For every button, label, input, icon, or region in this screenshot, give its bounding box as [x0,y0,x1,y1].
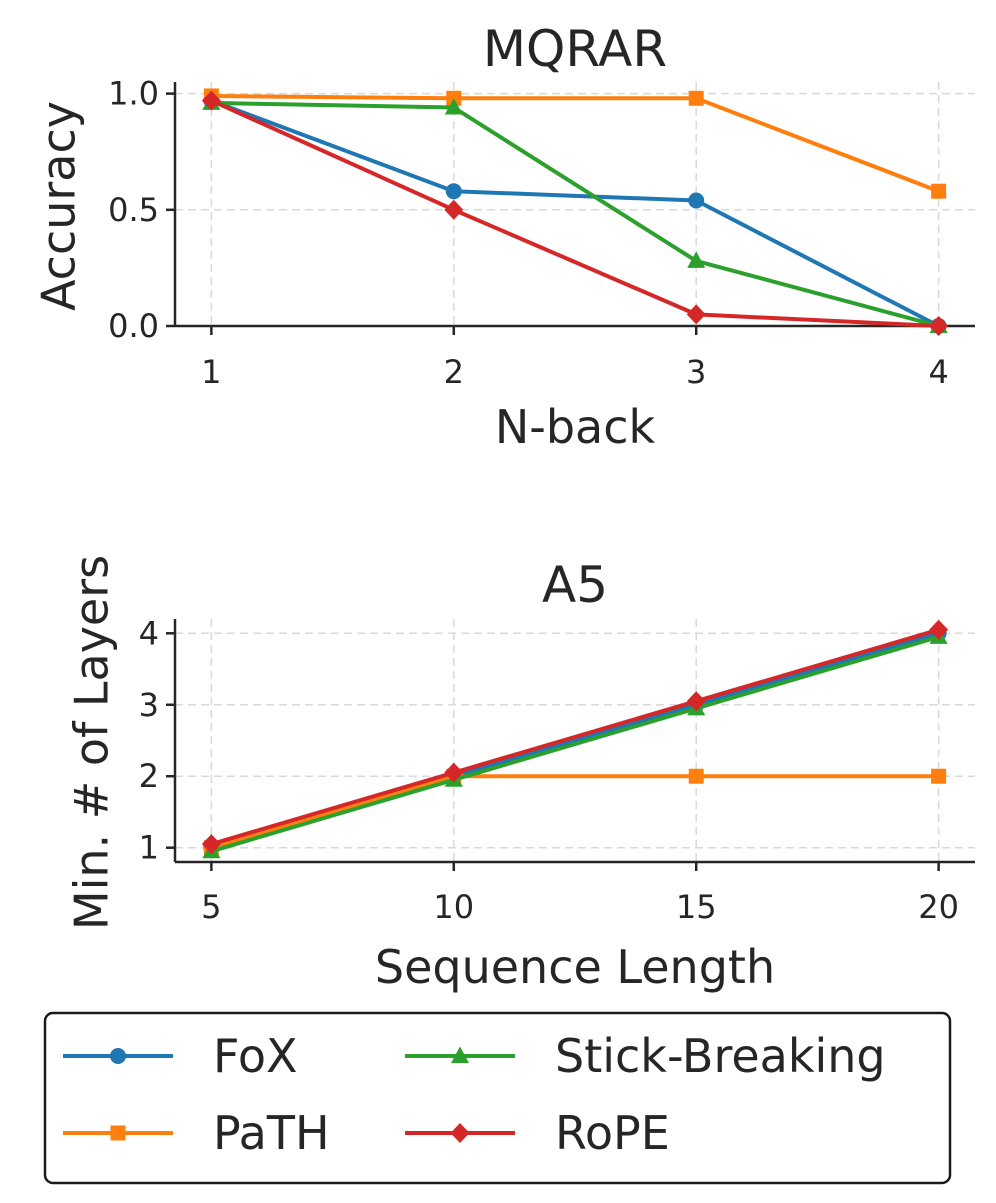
data-point [445,183,462,200]
data-point [444,98,463,115]
series-stick-breaking [202,93,948,333]
x-axis-label: Sequence Length [375,940,775,994]
x-tick-label: 15 [676,888,717,926]
y-tick-label: 0.0 [108,307,159,345]
x-tick-label: 4 [928,353,948,391]
series-line [211,93,940,194]
data-point [686,691,706,712]
y-tick-label: 3 [139,686,159,724]
x-tick-label: 2 [444,353,464,391]
series-line [210,98,939,328]
data-point [444,199,464,220]
legend-label: Stick-Breaking [555,1029,886,1083]
y-tick-label: 0.5 [108,191,159,229]
y-axis-label: Accuracy [32,101,86,311]
data-point [686,304,706,325]
legend-marker [451,1046,469,1063]
legend-label: PaTH [213,1106,330,1160]
chart-0 [166,82,975,336]
series-line [210,634,940,854]
legend-item-stick-breaking: Stick-Breaking [405,1029,886,1083]
data-point [688,90,704,106]
series-line [210,98,940,328]
chart-title: A5 [542,556,608,614]
legend-marker [450,1123,470,1143]
legend-item-fox: FoX [63,1029,297,1083]
y-tick-label: 2 [139,757,159,795]
legend-item-rope: RoPE [405,1106,670,1160]
x-tick-label: 20 [918,888,959,926]
series-rope [201,90,949,336]
legend-label: RoPE [555,1106,670,1160]
data-point [687,251,706,268]
data-point [929,316,949,336]
y-tick-label: 1 [139,829,159,867]
x-tick-label: 10 [433,888,474,926]
data-point [444,762,464,783]
y-tick-label: 4 [139,614,159,652]
series-line [210,774,939,850]
data-point [201,90,221,111]
data-point [931,768,947,784]
x-tick-label: 3 [686,353,706,391]
y-axis-label: Min. # of Layers [65,555,119,930]
x-tick-label: 1 [201,353,221,391]
data-point [688,768,704,784]
series-line [211,100,940,328]
x-axis-label: N-back [495,400,656,454]
data-point [688,192,705,209]
legend-label: FoX [213,1029,297,1083]
data-point [931,183,947,199]
legend-item-path: PaTH [63,1106,330,1160]
series-line [210,627,940,847]
legend-box [43,1011,952,1185]
chart-title: MQRAR [483,20,667,78]
legend-marker [110,1125,126,1141]
data-point [929,619,949,640]
x-tick-label: 5 [201,888,221,926]
series-path [203,88,947,199]
legend: FoX PaTH Stick-Breaking RoPE [43,1011,952,1185]
y-tick-label: 1.0 [108,75,159,113]
data-point [201,834,221,855]
chart-1 [166,619,975,871]
legend-marker [110,1048,126,1064]
series-rope [201,619,949,855]
